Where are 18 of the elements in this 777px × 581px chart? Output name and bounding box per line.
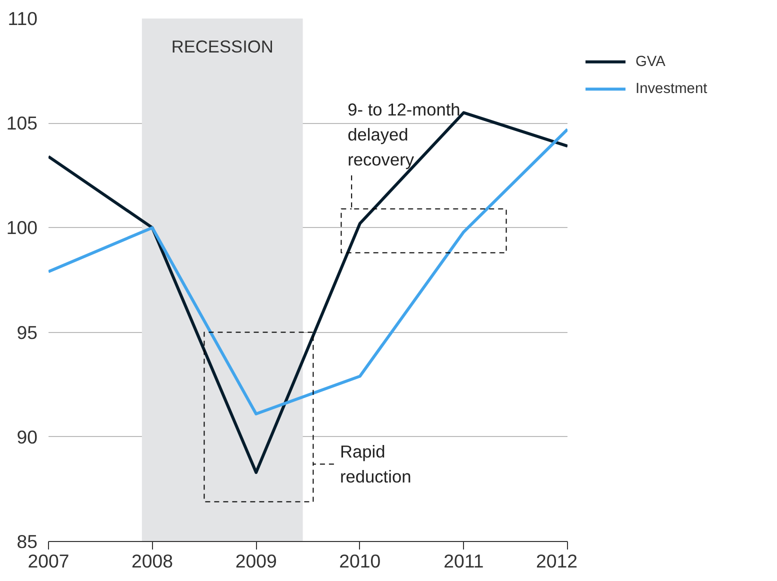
band-label: RECESSION	[171, 36, 274, 56]
y-tick-label: 90	[16, 426, 38, 448]
x-tick-label: 2010	[339, 550, 381, 572]
legend-label: GVA	[636, 54, 666, 70]
x-tick-label: 2011	[444, 550, 484, 572]
y-tick-label: 95	[16, 322, 38, 343]
legend-label: Investment	[636, 81, 708, 98]
annotation: Rapid reduction	[340, 442, 412, 487]
x-tick-label: 2007	[28, 550, 70, 572]
annotation: 9- to 12-month delayed recovery	[348, 99, 460, 170]
y-tick-label: 110	[8, 8, 38, 29]
x-tick-label: 2008	[132, 550, 174, 572]
line-series	[48, 128, 568, 416]
y-tick-label: 105	[6, 112, 38, 134]
y-tick-label: 85	[16, 531, 38, 552]
x-tick-label: 2012	[536, 550, 578, 572]
x-tick-label: 2009	[235, 550, 277, 572]
y-tick-label: 100	[6, 217, 38, 238]
